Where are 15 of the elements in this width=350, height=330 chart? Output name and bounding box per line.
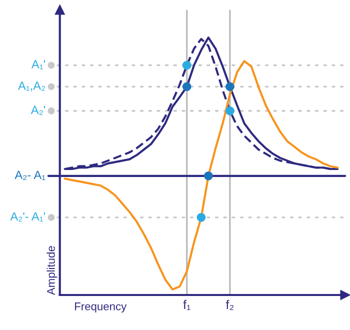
x-axis-title: Frequency	[75, 302, 127, 313]
x-tick-label: f₁	[183, 300, 190, 310]
y-axis-title: Amplitude	[46, 246, 58, 295]
point	[196, 213, 206, 222]
point	[182, 82, 192, 92]
point	[182, 60, 192, 70]
x-tick-label: f₂	[226, 300, 234, 310]
ref-line-label: A₂- A₁	[14, 170, 46, 180]
ref-line-label: A₂'- A₁'	[10, 212, 45, 222]
point	[226, 82, 234, 92]
ref-line-label: A₂'	[30, 106, 45, 115]
ref-line-label: A₁'	[32, 60, 45, 70]
point	[204, 172, 213, 180]
point	[226, 106, 234, 116]
ref-line-label: A₁,A₂	[18, 82, 45, 92]
